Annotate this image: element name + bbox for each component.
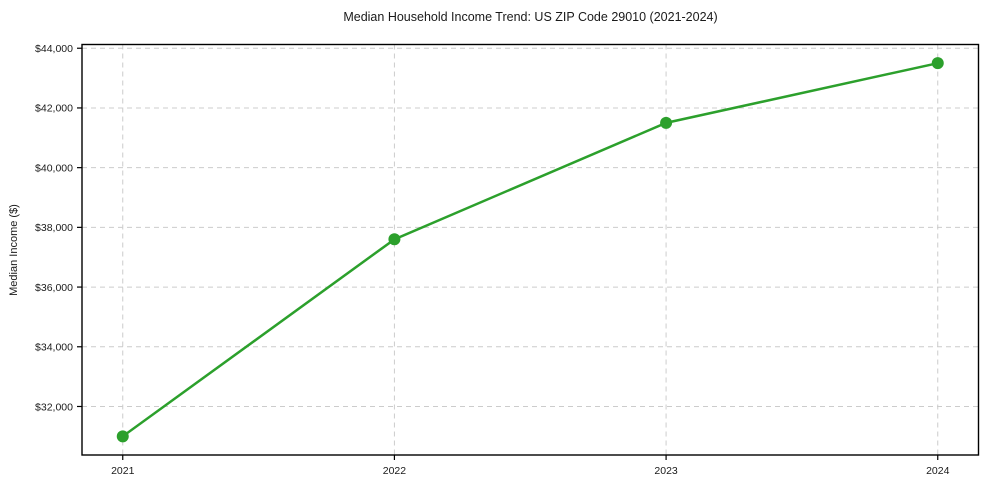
plot-border [81, 43, 980, 456]
y-tick-label: $44,000 [35, 43, 73, 55]
y-tick-label: $38,000 [35, 222, 73, 234]
data-point-marker [931, 57, 944, 70]
y-tick-label: $40,000 [35, 162, 73, 174]
x-tick-label: 2023 [654, 465, 678, 477]
x-tick-label: 2021 [111, 465, 135, 477]
y-tick-label: $32,000 [35, 401, 73, 413]
data-point-marker [116, 430, 129, 443]
y-tick-label: $34,000 [35, 342, 73, 354]
y-tick-label: $42,000 [35, 103, 73, 115]
data-point-marker [388, 233, 401, 246]
y-tick-label: $36,000 [35, 282, 73, 294]
x-tick-label: 2024 [926, 465, 950, 477]
data-point-marker [660, 116, 673, 129]
data-line [121, 61, 939, 438]
chart-title: Median Household Income Trend: US ZIP Co… [343, 10, 718, 24]
x-tick-label: 2022 [383, 465, 407, 477]
